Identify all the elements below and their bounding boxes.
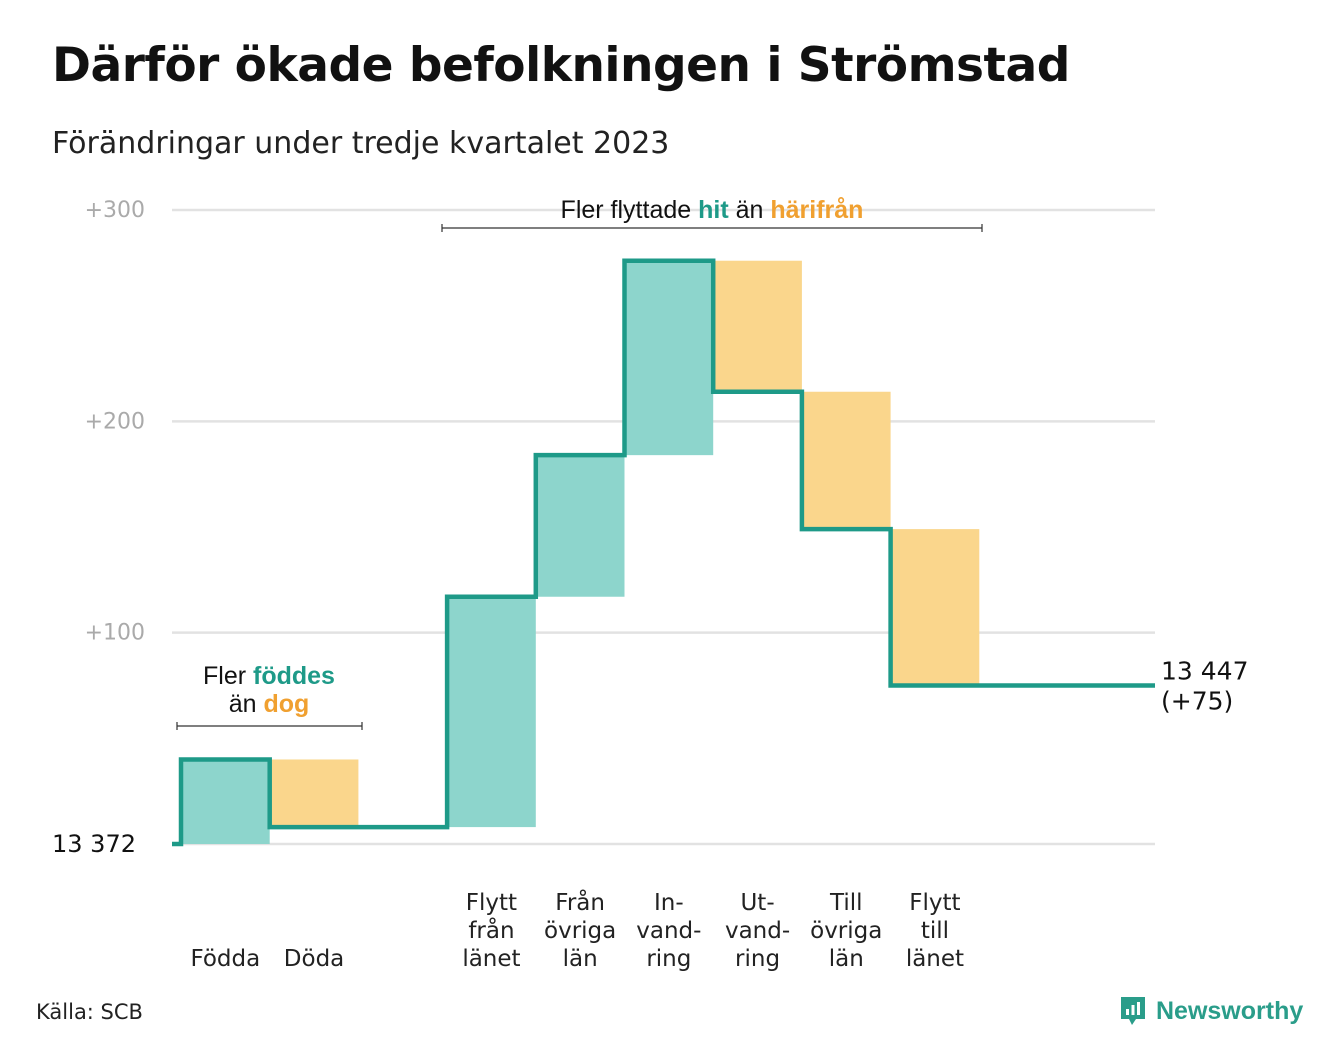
waterfall-bar-5	[624, 260, 714, 456]
category-label-8: Flytt till länet	[905, 890, 965, 972]
annotation-migration-orange: härifrån	[770, 196, 864, 224]
chart-subtitle: Förändringar under tredje kvartalet 2023	[52, 126, 670, 161]
end-population-label: 13 447	[1161, 657, 1248, 686]
waterfall-bar-1	[269, 759, 359, 828]
waterfall-bar-0	[181, 759, 270, 844]
end-change-label: (+75)	[1161, 687, 1233, 716]
category-label-5: In- vand- ring	[636, 890, 702, 972]
source-note: Källa: SCB	[36, 1000, 143, 1024]
chart-title: Därför ökade befolkningen i Strömstad	[52, 38, 1070, 93]
y-tick-label-2: +300	[85, 198, 145, 223]
y-tick-label-0: +100	[85, 621, 145, 646]
category-label-1: Döda	[283, 946, 345, 972]
annotation-births-orange: dog	[263, 690, 310, 718]
annotation-births-prefix: Fler	[203, 662, 254, 690]
category-label-4: Från övriga län	[544, 890, 617, 972]
annotation-migration-green: hit	[698, 196, 729, 224]
annotation-births: Fler föddes än dog	[176, 662, 362, 718]
annotation-migration-middle: än	[728, 196, 771, 224]
annotation-migration-prefix: Fler flyttade	[560, 196, 699, 224]
y-tick-label-1: +200	[85, 409, 145, 434]
waterfall-bar-3	[447, 596, 536, 828]
chart-speech-bubble-icon	[1121, 997, 1145, 1025]
brand-name: Newsworthy	[1156, 996, 1304, 1025]
annotation-births-line2: än	[228, 690, 264, 718]
newsworthy-logo: Newsworthy	[1118, 994, 1303, 1028]
category-label-6: Ut- vand- ring	[724, 890, 791, 972]
category-label-0: Födda	[190, 946, 261, 972]
category-label-7: Till övriga län	[810, 890, 883, 972]
cumulative-step-line	[172, 258, 1155, 847]
waterfall-bar-7	[801, 391, 891, 530]
annotation-migration: Fler flyttade hit än härifrån	[442, 196, 982, 224]
waterfall-bar-6	[713, 260, 802, 392]
waterfall-bar-4	[535, 455, 625, 597]
baseline-population-label: 13 372	[52, 830, 136, 858]
category-label-3: Flytt från länet	[462, 890, 521, 972]
annotation-births-green: föddes	[253, 662, 335, 690]
waterfall-bar-8	[890, 529, 980, 686]
